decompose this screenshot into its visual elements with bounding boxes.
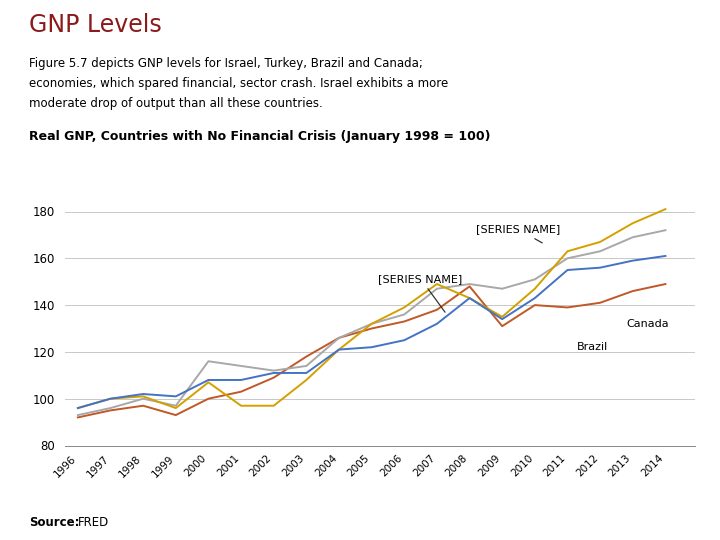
Text: Brazil: Brazil — [577, 342, 608, 352]
Text: Source:: Source: — [29, 516, 79, 529]
Text: Canada: Canada — [626, 319, 669, 329]
Text: GNP Levels: GNP Levels — [29, 14, 161, 37]
Text: economies, which spared financial, sector crash. Israel exhibits a more: economies, which spared financial, secto… — [29, 77, 448, 90]
Text: Real GNP, Countries with No Financial Crisis (January 1998 = 100): Real GNP, Countries with No Financial Cr… — [29, 130, 490, 143]
Text: FRED: FRED — [78, 516, 109, 529]
Text: [SERIES NAME]: [SERIES NAME] — [379, 274, 463, 312]
Text: moderate drop of output than all these countries.: moderate drop of output than all these c… — [29, 97, 323, 110]
Text: Figure 5.7 depicts GNP levels for Israel, Turkey, Brazil and Canada;: Figure 5.7 depicts GNP levels for Israel… — [29, 57, 423, 70]
Text: [SERIES NAME]: [SERIES NAME] — [477, 225, 561, 243]
